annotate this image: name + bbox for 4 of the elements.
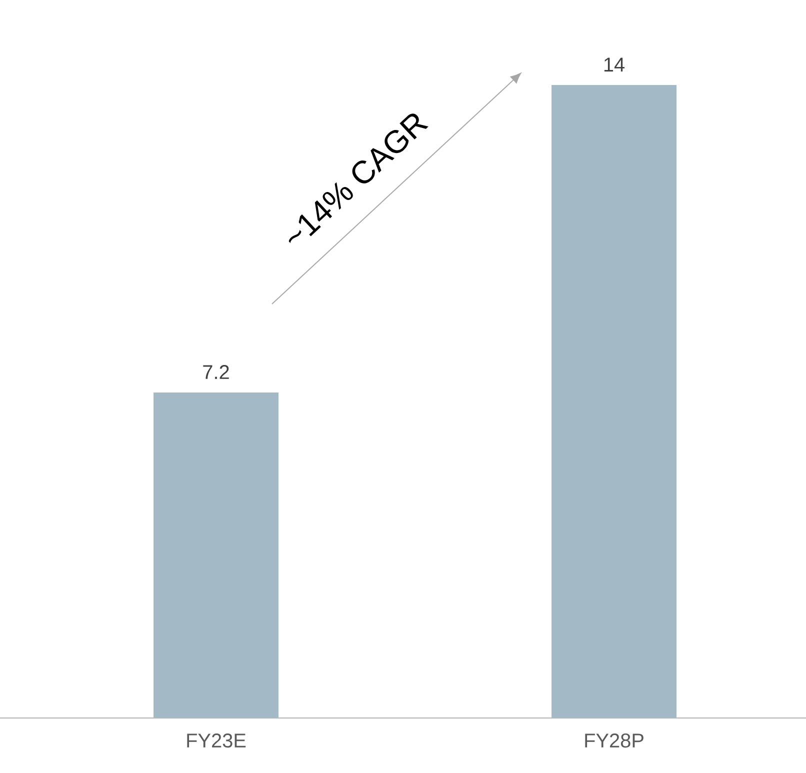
data-label: 14	[604, 58, 625, 72]
data-label: 7.2	[203, 365, 229, 379]
x-tick-label: FY28P	[585, 734, 644, 748]
x-tick-label: FY23E	[187, 734, 246, 748]
